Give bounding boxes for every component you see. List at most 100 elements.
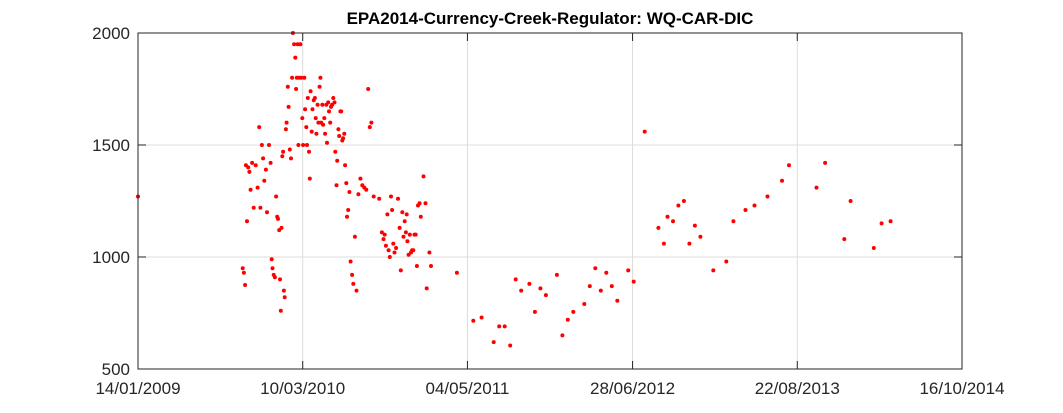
data-point <box>397 225 402 230</box>
data-point <box>278 277 282 282</box>
data-point <box>497 324 502 329</box>
data-point <box>364 187 369 192</box>
data-point <box>765 194 770 199</box>
data-point <box>318 75 323 80</box>
data-point <box>424 286 429 291</box>
data-point <box>320 102 325 107</box>
data-point <box>379 230 384 235</box>
chart-title: EPA2014-Currency-Creek-Regulator: WQ-CAR… <box>347 9 754 28</box>
data-point <box>313 116 318 121</box>
data-point <box>407 232 412 237</box>
data-point <box>255 185 260 190</box>
y-tick-label: 1500 <box>92 136 130 155</box>
data-point <box>661 241 666 246</box>
data-point <box>308 89 313 94</box>
data-point <box>279 225 284 230</box>
data-point <box>631 279 636 284</box>
data-point <box>296 143 301 147</box>
data-point <box>339 109 344 114</box>
x-tick-label: 22/08/2013 <box>755 379 840 398</box>
data-point <box>752 203 757 208</box>
data-point <box>665 214 670 219</box>
data-point <box>609 284 614 289</box>
data-point <box>293 55 298 60</box>
data-point <box>642 129 647 134</box>
data-point <box>593 266 598 271</box>
data-point <box>315 102 320 107</box>
data-point <box>554 272 559 277</box>
data-point <box>276 216 280 221</box>
data-point <box>304 125 309 130</box>
data-point <box>345 214 349 219</box>
data-point <box>382 232 387 237</box>
data-point <box>290 75 295 80</box>
data-point <box>326 100 331 105</box>
data-point <box>348 259 353 264</box>
data-point <box>335 158 340 163</box>
data-point <box>417 201 422 206</box>
data-point <box>743 208 748 212</box>
data-point <box>258 205 263 210</box>
data-point <box>351 281 356 286</box>
data-point <box>676 203 681 208</box>
data-point <box>724 259 729 264</box>
data-point <box>314 131 319 136</box>
data-point <box>369 120 374 125</box>
data-point <box>281 288 286 293</box>
data-point <box>305 96 310 100</box>
data-point <box>327 109 331 114</box>
data-point <box>404 212 409 217</box>
data-point <box>294 87 299 91</box>
data-point <box>377 196 382 201</box>
data-point <box>411 248 416 253</box>
data-point <box>604 270 609 275</box>
data-point <box>871 246 876 250</box>
data-point <box>814 185 819 190</box>
data-point <box>414 264 419 268</box>
data-point <box>391 241 396 246</box>
data-point <box>284 120 289 125</box>
data-point <box>626 268 631 273</box>
data-point <box>543 293 548 298</box>
data-point <box>413 232 418 237</box>
data-point <box>285 84 290 89</box>
grid-lines <box>137 32 963 370</box>
data-point <box>248 187 253 192</box>
data-point <box>292 42 297 47</box>
data-point <box>398 268 403 273</box>
data-point <box>265 210 269 215</box>
data-point <box>253 163 258 168</box>
data-point <box>454 270 459 275</box>
data-point <box>385 212 390 217</box>
data-point <box>316 120 321 125</box>
y-tick-label: 2000 <box>92 24 130 43</box>
data-point <box>842 237 847 242</box>
data-point <box>671 219 675 224</box>
data-point <box>389 194 393 199</box>
data-point <box>381 237 386 242</box>
data-point <box>731 219 736 224</box>
data-point <box>281 149 286 154</box>
data-point <box>325 140 329 145</box>
axis-ticks: 14/01/2009 10/03/2010 04/05/2011 28/06/2012… <box>92 24 1004 398</box>
data-point <box>513 277 518 282</box>
data-point <box>305 143 309 147</box>
data-point <box>387 255 392 259</box>
data-point <box>307 176 312 181</box>
data-point <box>286 104 291 109</box>
data-point <box>274 194 279 199</box>
data-point <box>287 147 292 152</box>
data-point <box>270 266 275 271</box>
data-point <box>423 201 428 206</box>
data-point <box>259 143 264 147</box>
data-point <box>341 136 346 141</box>
data-point <box>698 234 703 239</box>
x-tick-label: 28/06/2012 <box>590 379 675 398</box>
data-point <box>322 116 327 121</box>
data-point <box>350 272 355 277</box>
data-point <box>278 308 283 313</box>
data-point <box>299 75 304 80</box>
data-point <box>687 241 692 246</box>
data-point <box>323 131 328 136</box>
data-point <box>656 225 661 230</box>
